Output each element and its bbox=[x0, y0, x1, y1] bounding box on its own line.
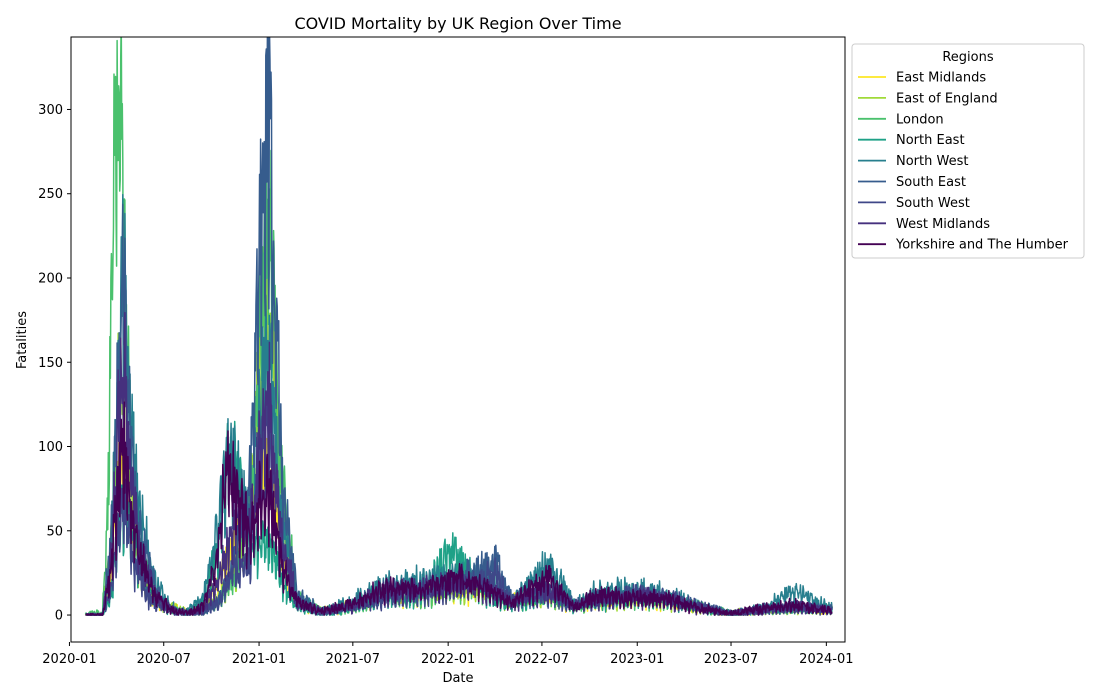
legend-entry: North West bbox=[896, 154, 968, 169]
y-tick-label: 200 bbox=[38, 271, 63, 286]
plot-frame bbox=[70, 36, 846, 643]
x-tick-label: 2022-01 bbox=[421, 652, 475, 667]
legend: Regions East Midlands East of England Lond… bbox=[851, 43, 1085, 259]
legend-entry: West Midlands bbox=[896, 217, 990, 232]
legend-entry: North East bbox=[896, 133, 965, 148]
legend-entry: Yorkshire and The Humber bbox=[895, 238, 1069, 253]
chart-title: COVID Mortality by UK Region Over Time bbox=[294, 14, 621, 33]
x-tick-label: 2022-07 bbox=[515, 652, 569, 667]
legend-entry: South East bbox=[896, 175, 966, 190]
x-tick-label: 2024-01 bbox=[799, 652, 853, 667]
y-tick-label: 150 bbox=[38, 356, 63, 371]
y-axis-label: Fatalities bbox=[15, 311, 30, 369]
y-axis: 0 50 100 150 200 250 300 bbox=[38, 103, 71, 624]
legend-entry: South West bbox=[896, 196, 970, 211]
series-layer bbox=[84, 37, 833, 616]
y-tick-label: 100 bbox=[38, 440, 63, 455]
x-tick-label: 2020-01 bbox=[42, 652, 96, 667]
legend-entry: London bbox=[896, 112, 944, 127]
x-tick-label: 2021-07 bbox=[326, 652, 380, 667]
x-axis: 2020-01 2020-07 2021-01 2021-07 2022-01 2022-… bbox=[42, 642, 854, 667]
y-tick-label: 0 bbox=[55, 609, 63, 624]
legend-entry: East of England bbox=[896, 91, 998, 106]
series-line-south-east bbox=[85, 37, 833, 616]
x-tick-label: 2023-07 bbox=[704, 652, 758, 667]
x-tick-label: 2020-07 bbox=[137, 652, 191, 667]
y-tick-label: 300 bbox=[38, 103, 63, 118]
y-tick-label: 250 bbox=[38, 187, 63, 202]
series-line-london bbox=[84, 37, 833, 616]
series-line-yorkshire-and-the-humber bbox=[85, 401, 833, 616]
legend-title: Regions bbox=[942, 50, 994, 65]
legend-entry: East Midlands bbox=[896, 71, 986, 86]
y-tick-label: 50 bbox=[46, 524, 63, 539]
x-axis-label: Date bbox=[442, 671, 473, 686]
x-tick-label: 2023-01 bbox=[610, 652, 664, 667]
x-tick-label: 2021-01 bbox=[232, 652, 286, 667]
legend-frame bbox=[851, 43, 1085, 259]
